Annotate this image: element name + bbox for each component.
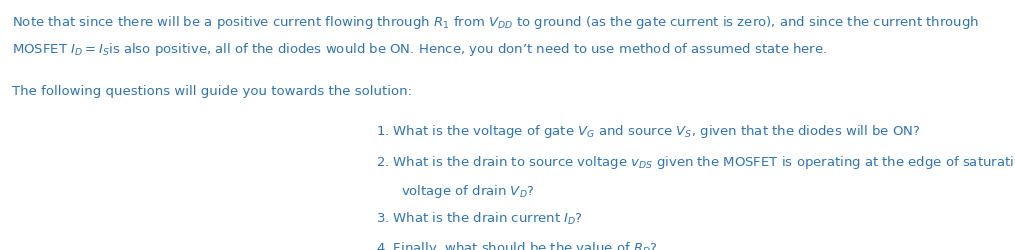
Text: The following questions will guide you towards the solution:: The following questions will guide you t… [12, 85, 412, 98]
Text: 1. What is the voltage of gate $V_G$ and source $V_S$, given that the diodes wil: 1. What is the voltage of gate $V_G$ and… [376, 122, 920, 140]
Text: 2. What is the drain to source voltage $v_{DS}$ given the MOSFET is operating at: 2. What is the drain to source voltage $… [376, 154, 1015, 171]
Text: Note that since there will be a positive current flowing through $\mathit{R}_1$ : Note that since there will be a positive… [12, 14, 979, 31]
Text: 3. What is the drain current $\mathit{I}_D$?: 3. What is the drain current $\mathit{I}… [376, 210, 583, 226]
Text: 4. Finally, what should be the value of $\mathit{R}_D$?: 4. Finally, what should be the value of … [376, 239, 658, 250]
Text: voltage of drain $V_D$?: voltage of drain $V_D$? [401, 182, 535, 200]
Text: MOSFET $\mathit{I}_D = \mathit{I}_S$is also positive, all of the diodes would be: MOSFET $\mathit{I}_D = \mathit{I}_S$is a… [12, 41, 827, 58]
